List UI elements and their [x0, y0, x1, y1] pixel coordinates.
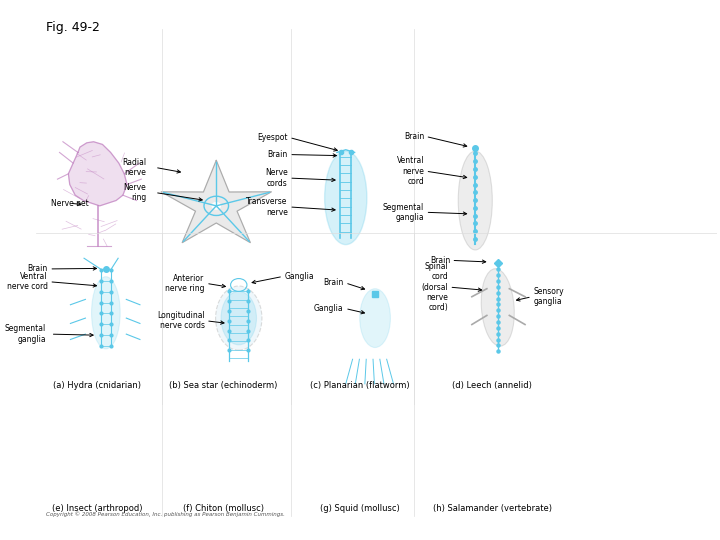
- Ellipse shape: [325, 151, 367, 245]
- Text: Brain: Brain: [430, 256, 450, 265]
- Text: Ganglia: Ganglia: [284, 272, 314, 281]
- Text: (g) Squid (mollusc): (g) Squid (mollusc): [320, 504, 400, 513]
- Text: Segmental
ganglia: Segmental ganglia: [383, 202, 424, 222]
- Text: Eyespot: Eyespot: [257, 133, 288, 142]
- Text: (b) Sea star (echinoderm): (b) Sea star (echinoderm): [169, 381, 277, 390]
- Text: Ganglia: Ganglia: [314, 304, 343, 313]
- Circle shape: [212, 202, 220, 209]
- Text: Brain: Brain: [27, 265, 48, 273]
- Text: Fig. 49-2: Fig. 49-2: [46, 22, 100, 35]
- Text: (f) Chiton (mollusc): (f) Chiton (mollusc): [183, 504, 264, 513]
- Ellipse shape: [215, 286, 262, 350]
- Text: Ventral
nerve cord: Ventral nerve cord: [7, 272, 48, 292]
- Text: Ventral
nerve
cord: Ventral nerve cord: [397, 156, 424, 186]
- Ellipse shape: [221, 292, 256, 345]
- Text: Transverse
nerve: Transverse nerve: [246, 197, 288, 217]
- Text: Brain: Brain: [323, 278, 343, 287]
- Text: Nerve
cords: Nerve cords: [265, 168, 288, 188]
- Ellipse shape: [458, 151, 492, 250]
- Polygon shape: [68, 141, 127, 206]
- Text: Brain: Brain: [268, 150, 288, 159]
- Text: Brain: Brain: [404, 132, 424, 141]
- Text: (c) Planarian (flatworm): (c) Planarian (flatworm): [310, 381, 409, 390]
- Text: Radial
nerve: Radial nerve: [122, 158, 146, 177]
- Text: Nerve
ring: Nerve ring: [123, 183, 146, 202]
- Text: Copyright © 2008 Pearson Education, Inc. publishing as Pearson Benjamin Cummings: Copyright © 2008 Pearson Education, Inc.…: [46, 511, 284, 517]
- Text: Sensory
ganglia: Sensory ganglia: [534, 287, 564, 306]
- Text: (h) Salamander (vertebrate): (h) Salamander (vertebrate): [433, 504, 552, 513]
- Text: Anterior
nerve ring: Anterior nerve ring: [165, 274, 204, 293]
- Ellipse shape: [91, 276, 120, 349]
- Ellipse shape: [481, 269, 514, 346]
- Text: (a) Hydra (cnidarian): (a) Hydra (cnidarian): [53, 381, 141, 390]
- Polygon shape: [161, 160, 271, 242]
- Text: Nerve net: Nerve net: [50, 199, 89, 208]
- Text: (d) Leech (annelid): (d) Leech (annelid): [452, 381, 532, 390]
- Text: Spinal
cord
(dorsal
nerve
cord): Spinal cord (dorsal nerve cord): [421, 262, 448, 313]
- Ellipse shape: [360, 289, 390, 348]
- Text: Segmental
ganglia: Segmental ganglia: [4, 325, 46, 344]
- Text: Longitudinal
nerve cords: Longitudinal nerve cords: [157, 311, 204, 330]
- Text: (e) Insect (arthropod): (e) Insect (arthropod): [52, 504, 143, 513]
